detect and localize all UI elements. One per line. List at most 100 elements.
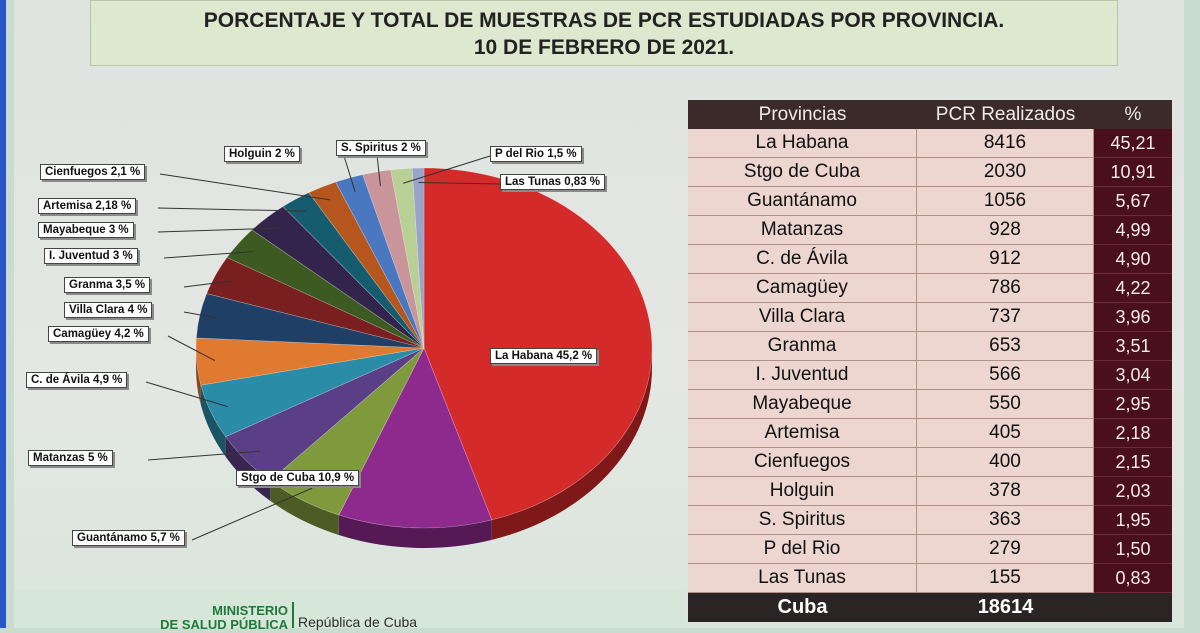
pie-slice-side: [196, 348, 201, 406]
leader-line: [418, 181, 501, 185]
cell-pcr: 550: [917, 390, 1094, 419]
pie-slice: [226, 229, 425, 349]
cell-percent: 4,22: [1094, 274, 1172, 303]
leader-line: [183, 280, 233, 288]
table-row: Granma 653 3,51: [688, 332, 1172, 361]
pie-slice-label: Artemisa 2,18 %: [38, 198, 137, 214]
cell-percent: 3,96: [1094, 303, 1172, 332]
cell-province: Matanzas: [688, 216, 917, 245]
header-provincias: Provincias: [758, 103, 847, 125]
pie-slice-label: Stgo de Cuba 10,9 %: [236, 470, 360, 486]
table-row: Cienfuegos 400 2,15: [688, 448, 1172, 477]
cell-percent: 2,95: [1094, 390, 1172, 419]
pie-slice-side: [338, 514, 492, 548]
left-edge-bar: [0, 0, 6, 628]
pie-slice-label: Holguin 2 %: [224, 146, 300, 162]
cell-pcr: 912: [917, 245, 1094, 274]
cell-percent: 45,21: [1094, 129, 1172, 158]
cell-percent: 1,50: [1094, 535, 1172, 564]
cell-percent: 5,67: [1094, 187, 1172, 216]
cell-pcr: 400: [917, 448, 1094, 477]
pie-slice: [200, 347, 425, 438]
table-row: S. Spiritus 363 1,95: [688, 506, 1172, 535]
table-header: Provincias PCR Realizados %: [688, 100, 1172, 129]
header-pcr: PCR Realizados: [935, 103, 1076, 125]
leader-line: [183, 311, 218, 319]
pie-slice-side: [270, 480, 339, 535]
cell-pcr: 566: [917, 361, 1094, 390]
pie-slice-label: Matanzas 5 %: [28, 450, 113, 466]
chart-title: PORCENTAJE Y TOTAL DE MUESTRAS DE PCR ES…: [90, 0, 1118, 66]
total-blank: [1094, 593, 1172, 622]
leader-line: [157, 227, 280, 233]
table-row: Las Tunas 155 0,83: [688, 564, 1172, 593]
title-line-2: 10 DE FEBRERO DE 2021.: [473, 36, 735, 59]
cell-pcr: 155: [917, 564, 1094, 593]
cell-province: P del Rio: [688, 535, 917, 564]
cell-province: Guantánamo: [688, 187, 917, 216]
pie-slice: [411, 167, 425, 349]
cell-pcr: 378: [917, 477, 1094, 506]
pie-slice: [206, 257, 425, 349]
cell-pcr: 1056: [917, 187, 1094, 216]
table-row: Villa Clara 737 3,96: [688, 303, 1172, 332]
cell-province: Cienfuegos: [688, 448, 917, 477]
pie-slice-side: [491, 348, 652, 540]
table-row: Mayabeque 550 2,95: [688, 390, 1172, 419]
pie-slice: [338, 347, 493, 529]
cell-pcr: 405: [917, 419, 1094, 448]
cell-province: Las Tunas: [688, 564, 917, 593]
cell-percent: 4,99: [1094, 216, 1172, 245]
republic-text: República de Cuba: [298, 614, 418, 630]
cell-province: La Habana: [688, 129, 917, 158]
table-row: Matanzas 928 4,99: [688, 216, 1172, 245]
header-percent: %: [1124, 103, 1142, 125]
cell-province: Artemisa: [688, 419, 917, 448]
leader-line: [191, 487, 313, 541]
cell-percent: 3,04: [1094, 361, 1172, 390]
cell-percent: 2,18: [1094, 419, 1172, 448]
pie-slice-label: Camagüey 4,2 %: [48, 326, 149, 342]
table-row: Holguin 378 2,03: [688, 477, 1172, 506]
pie-slice-side: [200, 385, 226, 457]
pie-slice: [251, 206, 425, 349]
pcr-table: Provincias PCR Realizados % La Habana 841…: [688, 100, 1172, 628]
pie-slice: [390, 167, 425, 349]
leader-line: [147, 450, 260, 461]
table-row: La Habana 8416 45,21: [688, 129, 1172, 158]
cell-pcr: 279: [917, 535, 1094, 564]
cell-province: Villa Clara: [688, 303, 917, 332]
leader-line: [145, 381, 228, 408]
cell-percent: 1,95: [1094, 506, 1172, 535]
pie-slice-label: Villa Clara 4 %: [64, 302, 153, 318]
table-row: I. Juventud 566 3,04: [688, 361, 1172, 390]
table-row: Camagüey 786 4,22: [688, 274, 1172, 303]
leader-line: [159, 173, 331, 201]
pie-slice: [335, 174, 425, 349]
pie-leader-lines: [145, 149, 501, 541]
table-row: Artemisa 405 2,18: [688, 419, 1172, 448]
cell-province: S. Spiritus: [688, 506, 917, 535]
cell-percent: 2,03: [1094, 477, 1172, 506]
table-row: P del Rio 279 1,50: [688, 535, 1172, 564]
leader-line: [163, 251, 254, 259]
cell-province: I. Juventud: [688, 361, 917, 390]
pie-slice: [282, 192, 425, 349]
cell-province: Mayabeque: [688, 390, 917, 419]
pie-slice-label: Las Tunas 0,83 %: [500, 174, 606, 190]
cell-pcr: 8416: [917, 129, 1094, 158]
table-body: La Habana 8416 45,21 Stgo de Cuba 2030 10,91 G…: [688, 129, 1172, 593]
cell-percent: 2,15: [1094, 448, 1172, 477]
pie-slice-label: La Habana 45,2 %: [490, 348, 598, 364]
cell-province: Holguin: [688, 477, 917, 506]
pie-slice: [362, 169, 425, 349]
cell-province: Camagüey: [688, 274, 917, 303]
table-row: C. de Ávila 912 4,90: [688, 245, 1172, 274]
pie-chart-area: La Habana 45,2 % Stgo de Cuba 10,9 % Guant…: [14, 80, 684, 628]
cell-province: C. de Ávila: [688, 245, 917, 274]
pie-slice-label: Guantánamo 5,7 %: [72, 530, 185, 546]
footer-strip: [14, 590, 684, 628]
cell-percent: 0,83: [1094, 564, 1172, 593]
pie-slice: [195, 337, 425, 386]
pie-slice-label: I. Juventud 3 %: [44, 248, 138, 264]
